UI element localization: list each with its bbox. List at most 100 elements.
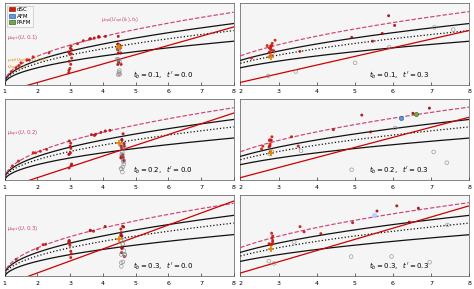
- Point: [267, 247, 274, 251]
- Point: [67, 255, 74, 260]
- Text: $t_b=0.2,\ \ t'=0.0$: $t_b=0.2,\ \ t'=0.0$: [133, 165, 192, 176]
- Point: [266, 142, 274, 147]
- Point: [92, 132, 100, 136]
- Point: [291, 240, 298, 244]
- Point: [388, 254, 395, 259]
- Point: [120, 141, 128, 146]
- Point: [266, 242, 274, 247]
- Point: [65, 238, 73, 243]
- Point: [348, 35, 356, 40]
- Point: [68, 56, 75, 60]
- Point: [115, 60, 123, 65]
- Point: [101, 224, 109, 229]
- Point: [65, 152, 73, 157]
- Point: [430, 25, 438, 30]
- Point: [116, 68, 123, 73]
- Point: [268, 236, 276, 240]
- Point: [118, 250, 125, 255]
- Point: [301, 229, 308, 234]
- Point: [118, 154, 126, 159]
- Point: [65, 166, 73, 170]
- Point: [443, 160, 451, 165]
- Point: [267, 53, 274, 58]
- Point: [267, 138, 274, 142]
- Point: [118, 150, 126, 155]
- Point: [86, 228, 94, 233]
- Point: [120, 159, 128, 164]
- Point: [8, 70, 15, 74]
- Point: [120, 162, 128, 166]
- Point: [265, 259, 273, 264]
- Point: [444, 223, 451, 227]
- Text: $\mu_{opt}(U,0.3)$: $\mu_{opt}(U,0.3)$: [7, 225, 38, 235]
- Point: [90, 229, 97, 234]
- Point: [264, 43, 271, 48]
- Point: [118, 234, 126, 238]
- Point: [66, 46, 74, 51]
- Point: [294, 144, 302, 148]
- Point: [68, 162, 75, 166]
- Point: [358, 113, 365, 117]
- Point: [297, 149, 305, 153]
- Point: [118, 264, 125, 269]
- Point: [118, 170, 126, 175]
- Point: [118, 166, 126, 171]
- Point: [391, 23, 399, 28]
- Point: [116, 72, 124, 77]
- Point: [265, 144, 273, 149]
- Point: [80, 38, 87, 43]
- Point: [114, 42, 121, 46]
- Point: [117, 166, 125, 171]
- Point: [266, 151, 273, 156]
- Point: [65, 68, 73, 73]
- Point: [393, 203, 401, 208]
- Point: [265, 241, 273, 246]
- Point: [67, 151, 74, 155]
- Point: [292, 69, 300, 74]
- Point: [268, 43, 275, 48]
- Point: [266, 143, 273, 148]
- Point: [266, 144, 273, 149]
- Point: [118, 246, 126, 251]
- Point: [67, 146, 75, 151]
- Point: [65, 239, 73, 244]
- Point: [68, 47, 75, 52]
- Point: [120, 158, 128, 162]
- Point: [266, 50, 273, 54]
- Point: [29, 55, 37, 59]
- Point: [17, 60, 25, 65]
- Point: [66, 243, 74, 248]
- Point: [120, 225, 128, 229]
- Point: [373, 209, 381, 213]
- Point: [269, 238, 276, 243]
- Point: [66, 66, 73, 71]
- Point: [36, 149, 44, 153]
- Point: [378, 31, 386, 36]
- Point: [32, 151, 39, 155]
- Point: [270, 261, 278, 266]
- Text: $t_b=0.3,\ \ t'=0.3$: $t_b=0.3,\ \ t'=0.3$: [369, 261, 428, 272]
- Point: [34, 247, 41, 251]
- Point: [120, 144, 128, 149]
- Point: [9, 164, 16, 168]
- Text: $t_b=0.2,\ \ t'=0.3$: $t_b=0.2,\ \ t'=0.3$: [369, 165, 428, 176]
- Point: [120, 248, 128, 253]
- Point: [268, 242, 276, 247]
- Text: $\mu_{opt}(U_{opt}(0.1),0.1),$: $\mu_{opt}(U_{opt}(0.1),0.1),$: [7, 56, 49, 65]
- Point: [120, 145, 128, 149]
- Point: [247, 56, 255, 60]
- Point: [117, 227, 125, 231]
- Point: [113, 47, 121, 51]
- Point: [118, 245, 126, 250]
- Point: [118, 246, 126, 251]
- Point: [66, 144, 74, 149]
- Point: [117, 238, 125, 242]
- Point: [121, 253, 128, 258]
- Point: [121, 252, 128, 257]
- Point: [385, 45, 393, 49]
- Point: [351, 60, 359, 65]
- Point: [264, 74, 272, 78]
- Point: [115, 51, 122, 55]
- Point: [268, 41, 276, 46]
- Point: [270, 49, 278, 53]
